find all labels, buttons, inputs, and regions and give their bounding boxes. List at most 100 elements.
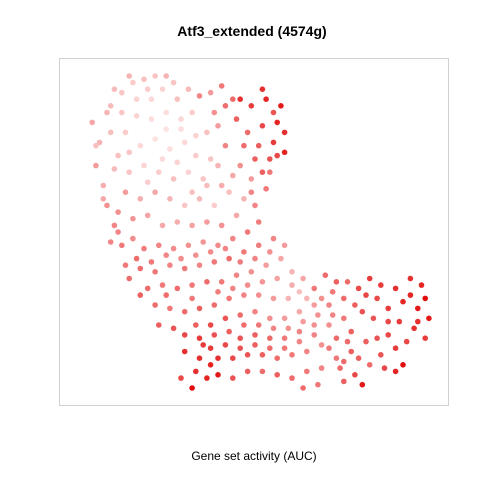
data-point (159, 222, 166, 229)
data-point (403, 338, 410, 345)
data-point (196, 196, 203, 202)
data-point (167, 146, 173, 152)
data-point (218, 222, 225, 229)
data-point (200, 342, 206, 348)
data-point (159, 86, 166, 92)
data-point (248, 269, 255, 275)
data-point (259, 86, 266, 92)
data-point (156, 322, 162, 328)
data-point (226, 328, 232, 335)
data-point (107, 103, 114, 109)
data-point (374, 335, 380, 342)
data-point (289, 375, 295, 381)
data-point (318, 365, 325, 371)
data-point (274, 355, 281, 362)
data-point (167, 262, 173, 269)
data-point (141, 162, 147, 169)
data-point (326, 345, 332, 352)
x-axis-label: Gene set activity (AUC) (191, 449, 316, 463)
data-point (296, 328, 303, 335)
data-point (193, 132, 199, 139)
data-point (170, 79, 177, 86)
data-point (159, 282, 166, 288)
data-point (152, 136, 158, 142)
data-point (196, 93, 203, 99)
data-point (396, 318, 403, 325)
data-point (156, 242, 162, 249)
data-point (207, 345, 214, 352)
data-point (237, 162, 243, 169)
data-point (211, 202, 218, 209)
data-point (126, 275, 132, 282)
data-point (144, 285, 151, 292)
data-point (263, 262, 269, 269)
data-point (193, 152, 199, 159)
data-point (281, 335, 288, 342)
data-point (241, 196, 247, 202)
data-point (233, 212, 240, 219)
data-point (222, 245, 229, 252)
data-point (193, 252, 199, 258)
data-point (119, 109, 125, 116)
data-point (270, 325, 277, 332)
data-point (181, 308, 188, 315)
data-point (170, 325, 177, 332)
data-point (218, 279, 225, 285)
data-point (152, 302, 158, 308)
data-point (311, 332, 318, 338)
data-point (126, 149, 132, 156)
data-point (211, 109, 218, 116)
data-point (104, 202, 110, 209)
data-point (218, 182, 225, 189)
data-point (304, 295, 310, 302)
data-point (355, 285, 362, 292)
plot-frame (59, 58, 449, 406)
data-point (133, 96, 140, 102)
data-point (329, 312, 336, 318)
data-point (418, 282, 425, 288)
data-point (300, 318, 306, 325)
data-point (119, 242, 125, 249)
data-point (115, 209, 121, 215)
data-point (222, 142, 229, 149)
data-point (252, 332, 258, 338)
data-point (215, 242, 221, 249)
data-point (392, 368, 399, 375)
data-point (281, 315, 288, 322)
data-point (422, 335, 429, 342)
data-point (185, 242, 192, 249)
data-point (304, 368, 310, 375)
data-point (385, 305, 392, 312)
data-point (267, 156, 273, 162)
data-point (111, 86, 118, 92)
data-point (341, 315, 347, 322)
data-point (259, 123, 266, 129)
data-point (207, 249, 214, 255)
data-point (163, 109, 169, 116)
data-point (263, 96, 269, 102)
data-point (237, 345, 243, 352)
data-point (322, 272, 329, 279)
data-point (107, 239, 114, 245)
data-point (170, 176, 177, 182)
data-point (218, 83, 225, 89)
data-point (137, 142, 144, 149)
data-point (122, 129, 129, 136)
data-point (407, 292, 414, 298)
data-point (200, 176, 206, 182)
data-point (370, 315, 377, 322)
data-point (333, 279, 340, 285)
data-point (107, 129, 114, 136)
data-point (415, 318, 421, 325)
data-point (415, 305, 421, 312)
data-point (426, 315, 432, 322)
data-point (259, 368, 266, 375)
data-point (255, 219, 262, 225)
data-point (348, 328, 355, 335)
data-point (366, 362, 373, 368)
data-point (130, 79, 136, 86)
data-point (255, 242, 262, 249)
data-point (100, 196, 107, 202)
data-point (185, 169, 192, 175)
data-point (270, 139, 277, 146)
